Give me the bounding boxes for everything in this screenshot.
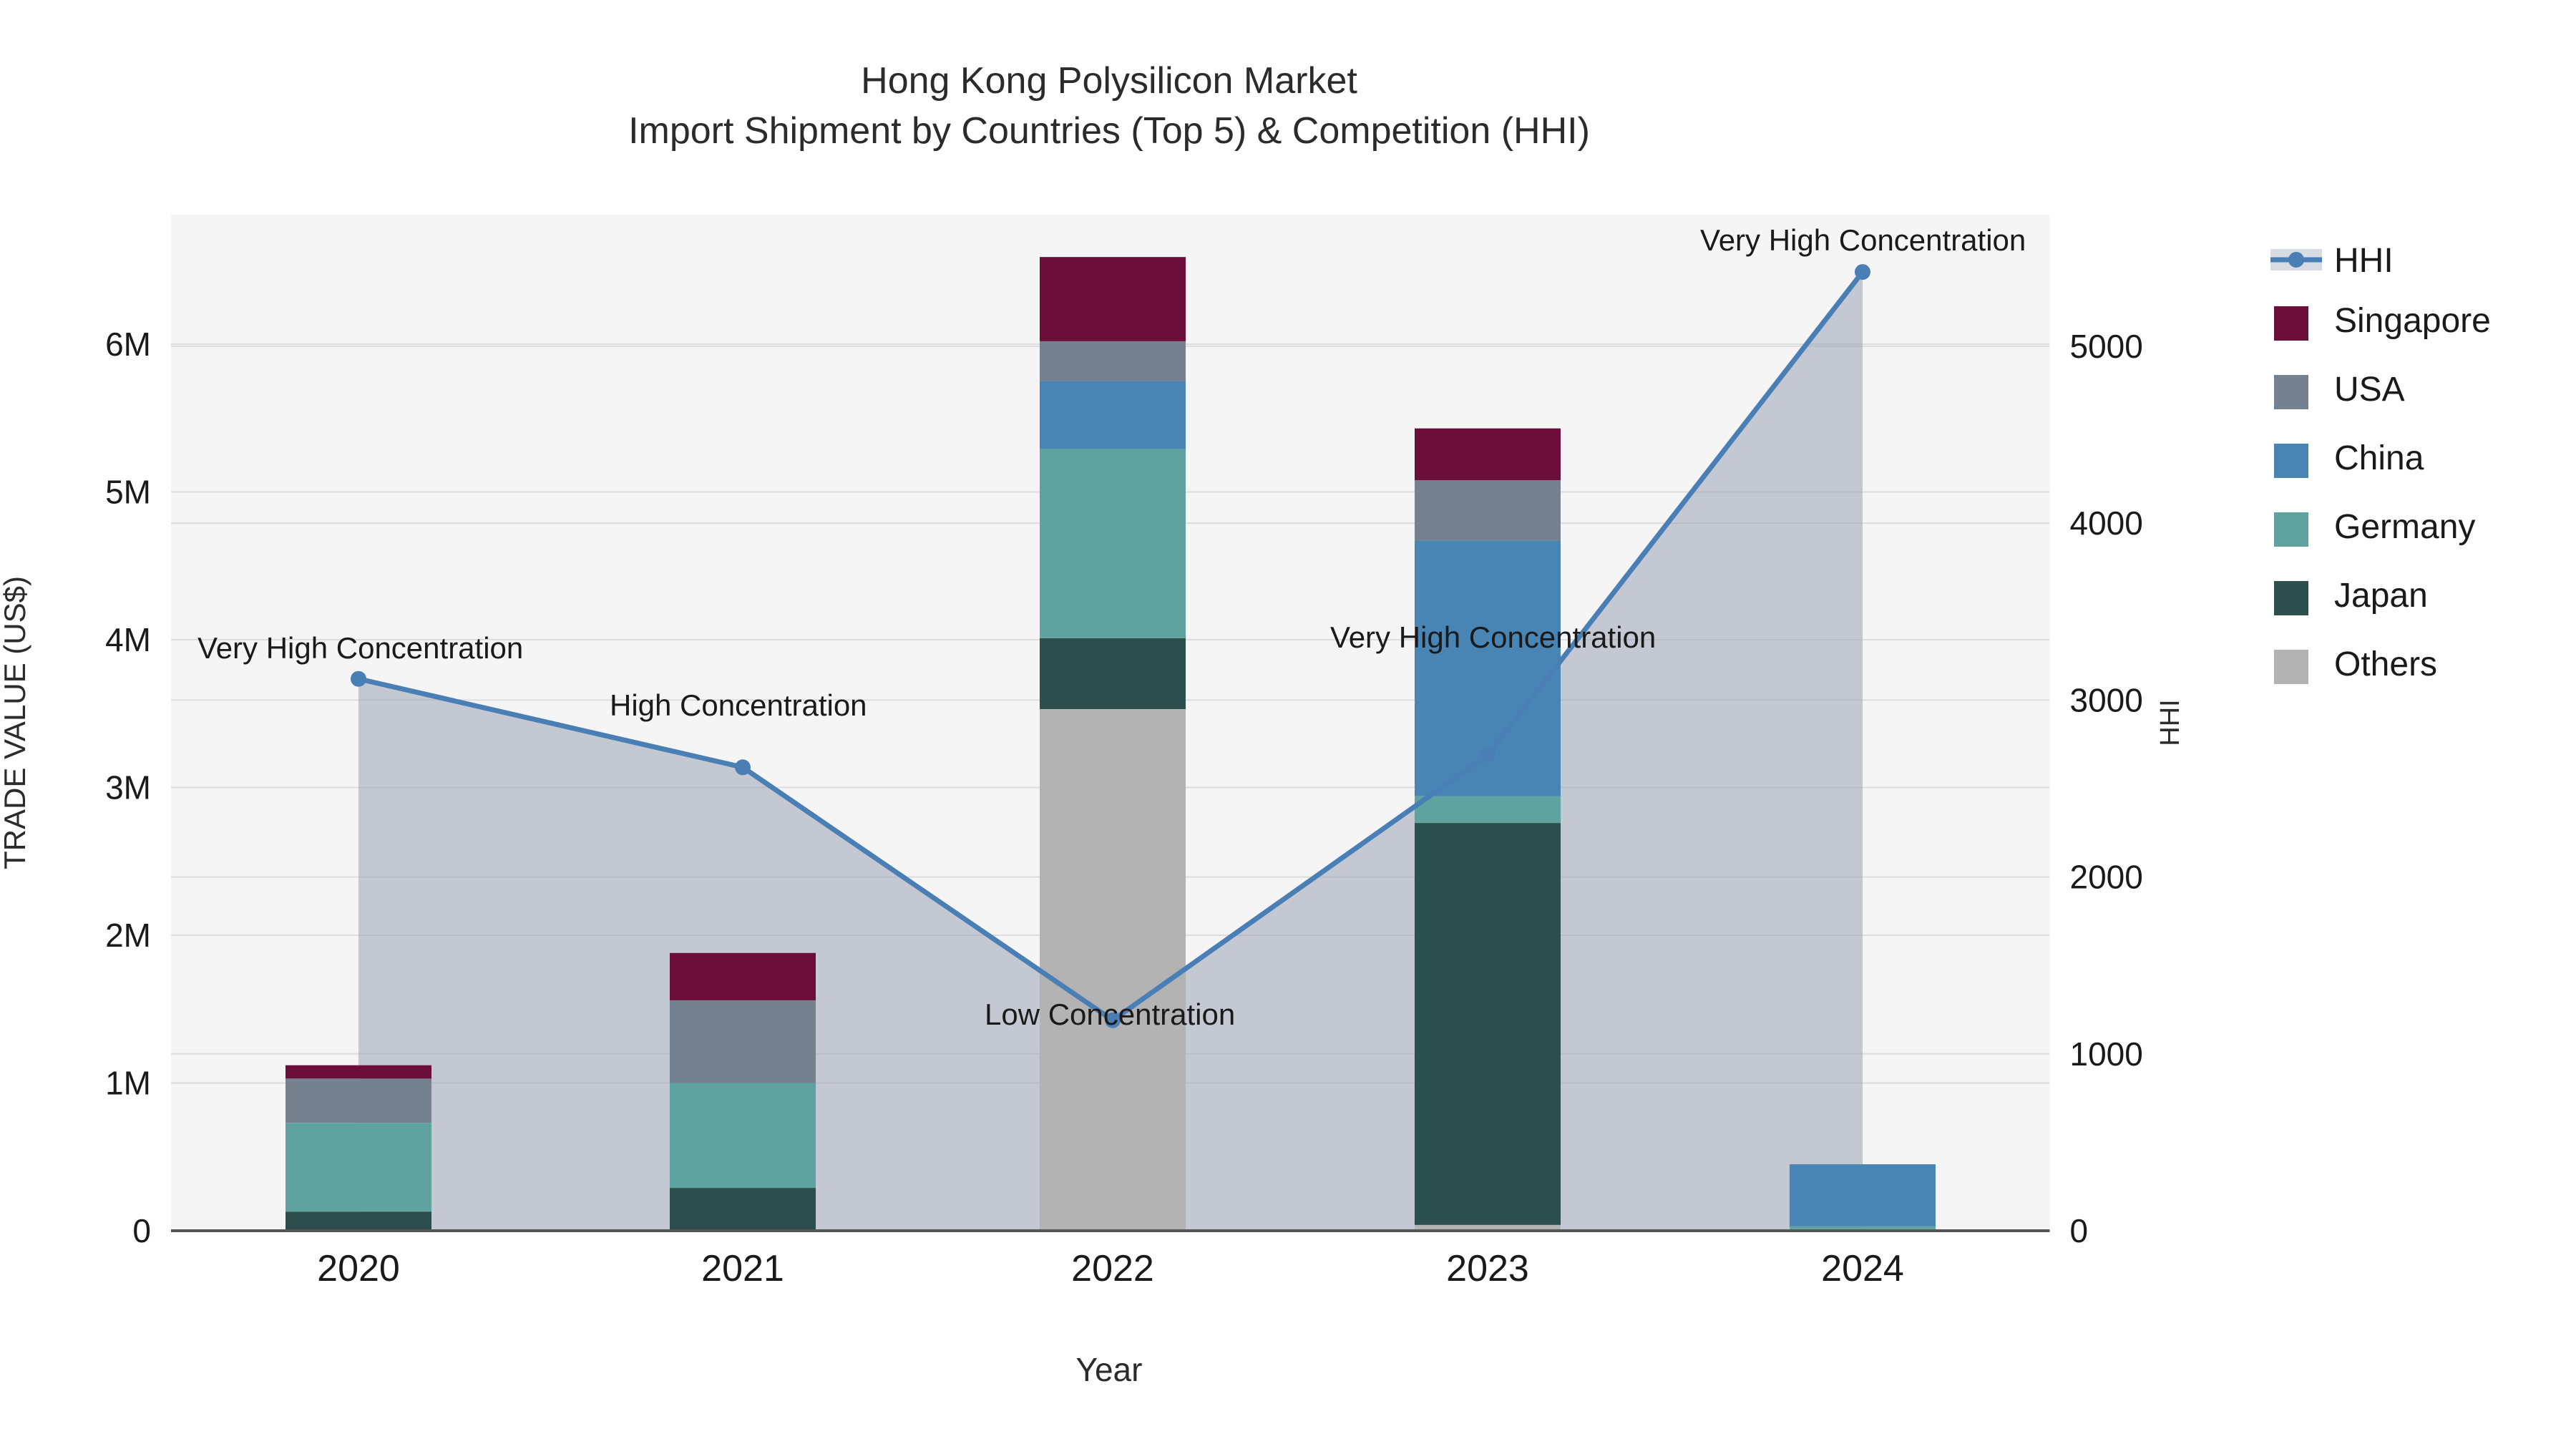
svg-text:5000: 5000 [2070,328,2143,365]
svg-text:1M: 1M [105,1065,151,1102]
svg-text:4M: 4M [105,621,151,658]
svg-text:Singapore: Singapore [2334,302,2491,340]
svg-text:2024: 2024 [1821,1248,1904,1289]
svg-text:HHI: HHI [2334,242,2394,280]
svg-text:TRADE VALUE (US$): TRADE VALUE (US$) [0,576,31,869]
svg-text:3000: 3000 [2070,681,2143,718]
svg-text:2020: 2020 [317,1248,400,1289]
svg-text:Very High Concentration: Very High Concentration [1700,223,2026,257]
svg-text:Japan: Japan [2334,577,2428,615]
svg-text:0: 0 [2070,1212,2089,1249]
svg-text:2000: 2000 [2070,859,2143,896]
svg-text:5M: 5M [105,474,151,511]
svg-text:China: China [2334,439,2424,477]
svg-text:Others: Others [2334,645,2437,683]
svg-text:Hong Kong Polysilicon Market: Hong Kong Polysilicon Market [861,60,1357,102]
svg-text:HHI: HHI [2155,699,2185,746]
svg-text:USA: USA [2334,371,2405,409]
svg-text:Low Concentration: Low Concentration [985,997,1235,1031]
svg-text:4000: 4000 [2070,504,2143,542]
svg-text:2022: 2022 [1071,1248,1154,1289]
svg-text:Import Shipment by Countries (: Import Shipment by Countries (Top 5) & C… [628,110,1590,152]
svg-text:Very High Concentration: Very High Concentration [1330,620,1656,654]
svg-text:2023: 2023 [1446,1248,1529,1289]
svg-text:High Concentration: High Concentration [610,688,867,722]
svg-text:2021: 2021 [701,1248,784,1289]
svg-text:6M: 6M [105,326,151,363]
svg-text:3M: 3M [105,769,151,806]
svg-text:Germany: Germany [2334,508,2475,546]
svg-text:2M: 2M [105,917,151,954]
svg-text:1000: 1000 [2070,1035,2143,1073]
svg-text:Very High Concentration: Very High Concentration [197,631,523,665]
svg-text:Year: Year [1076,1351,1143,1388]
svg-text:0: 0 [132,1212,151,1249]
